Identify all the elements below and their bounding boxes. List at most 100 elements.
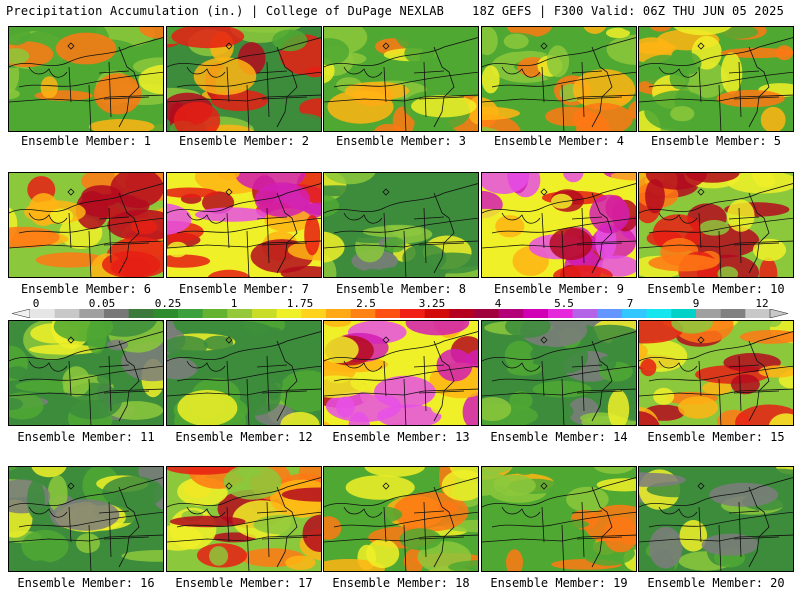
border-line (68, 207, 112, 277)
precip-blob (566, 486, 609, 513)
border-line (186, 360, 226, 372)
precip-blob (167, 203, 192, 235)
colorbar-tick-label: 0.05 (88, 297, 116, 310)
border-line (482, 37, 636, 68)
precip-blob (746, 468, 793, 488)
member-caption: Ensemble Member: 6 (20, 282, 152, 296)
colorbar-bin (54, 309, 80, 318)
member-caption: Ensemble Member: 19 (490, 576, 628, 590)
precip-blob (671, 321, 713, 334)
precip-blob (465, 349, 478, 369)
station-marker (67, 482, 75, 490)
precip-blob (167, 241, 188, 258)
station-marker (225, 188, 233, 196)
ensemble-member-map (481, 320, 637, 426)
precip-blob (324, 185, 369, 197)
station-marker (382, 188, 390, 196)
border-line (18, 365, 163, 382)
ensemble-member-map (638, 320, 794, 426)
precip-blob (302, 514, 321, 552)
precip-blob (81, 185, 123, 207)
border-line (482, 388, 636, 397)
border-line (176, 365, 321, 382)
precip-blob (285, 555, 316, 570)
colorbar-bin (474, 309, 499, 318)
border-line (28, 360, 68, 372)
border-line (324, 183, 478, 214)
precip-blob (110, 257, 152, 277)
border-line (176, 511, 321, 528)
colorbar-bin (597, 309, 623, 318)
precip-blob (167, 467, 241, 475)
colorbar-tick-label: 1 (230, 297, 238, 310)
precip-blob (366, 539, 400, 569)
map-borders (9, 183, 163, 277)
border-line (541, 207, 585, 277)
chart-title: Precipitation Accumulation (in.) | Colle… (6, 4, 445, 18)
colorbar-bin (301, 309, 327, 318)
map-borders (639, 331, 793, 425)
border-line (324, 37, 478, 68)
precip-blob (596, 478, 636, 492)
precip-blob (462, 392, 478, 425)
precip-blob (482, 397, 512, 421)
station-marker (540, 336, 548, 344)
ensemble-member-map (8, 320, 164, 426)
border-line (482, 477, 636, 508)
border-line (324, 534, 478, 543)
border-line (698, 501, 742, 571)
border-line (698, 355, 742, 425)
precip-map (167, 467, 321, 571)
precip-blob (364, 467, 425, 477)
precip-blob (653, 387, 675, 405)
border-line (167, 388, 321, 397)
map-borders (482, 477, 636, 571)
border-line (658, 360, 698, 372)
border-line (68, 355, 112, 425)
map-borders (9, 37, 163, 131)
colorbar-tick-label: 9 (692, 297, 700, 310)
precip-blob (167, 357, 198, 380)
precip-blob (440, 415, 467, 425)
precip-blob (425, 173, 456, 193)
colorbar-bin (745, 309, 771, 318)
ensemble-member-map (8, 172, 164, 278)
precip-blob (102, 476, 163, 509)
border-line (186, 506, 226, 518)
border-line (9, 331, 163, 362)
colorbar-bin (548, 309, 573, 318)
map-borders (639, 477, 793, 571)
border-line (333, 511, 478, 528)
border-line (433, 46, 455, 128)
border-line (167, 37, 321, 68)
precip-blob (76, 533, 100, 553)
precip-blob (9, 366, 29, 380)
border-line (728, 70, 780, 100)
colorbar-bin (326, 309, 351, 318)
station-marker (697, 188, 705, 196)
precip-blob (639, 321, 684, 344)
precip-blob (760, 537, 781, 565)
border-line (98, 364, 150, 394)
border-line (482, 94, 636, 103)
precip-blob (598, 356, 617, 371)
precip-blob (549, 227, 593, 261)
precip-blob (482, 126, 499, 131)
border-line (333, 217, 478, 234)
precip-blob (305, 66, 321, 78)
precip-blob (482, 27, 498, 56)
precip-blob (610, 173, 636, 181)
member-caption: Ensemble Member: 8 (335, 282, 467, 296)
precip-blob (739, 330, 793, 344)
member-caption: Ensemble Member: 16 (17, 576, 155, 590)
station-marker (540, 42, 548, 50)
colorbar-bin (153, 309, 179, 318)
colorbar-bin (104, 309, 129, 318)
border-line (748, 192, 770, 274)
colorbar-bin (671, 309, 697, 318)
station-marker (382, 482, 390, 490)
precip-blob (383, 237, 406, 253)
precip-blob (344, 81, 410, 101)
border-line (639, 240, 793, 249)
precip-blob (709, 482, 779, 507)
